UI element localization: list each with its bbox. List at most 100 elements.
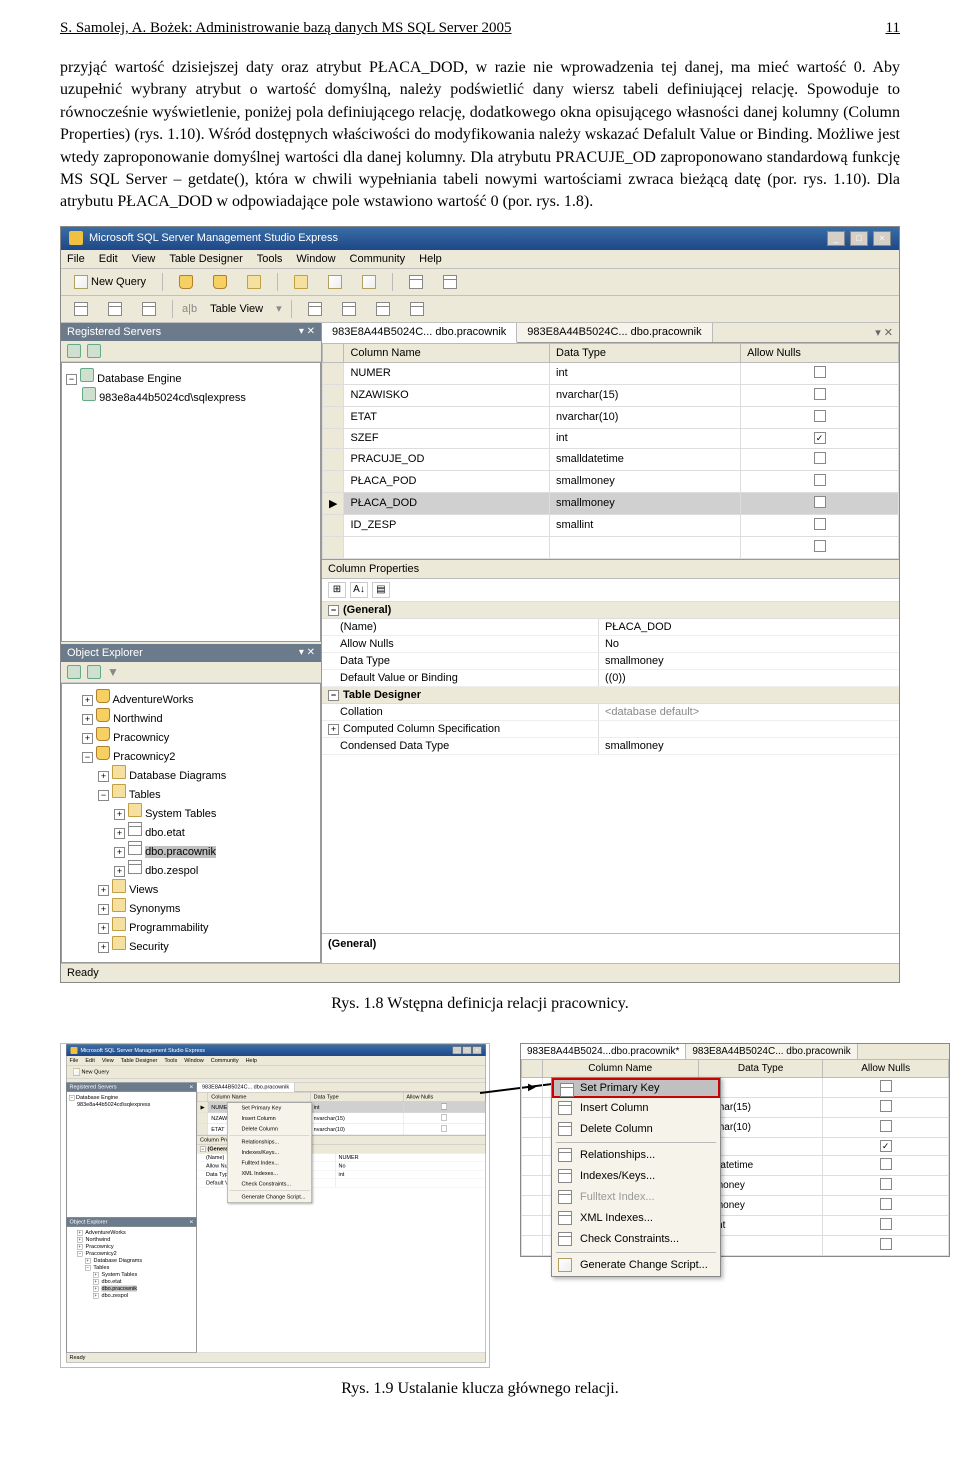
prop-condensed[interactable]: Condensed Data Typesmallmoney [322,738,899,755]
new-query-button[interactable]: New Query [67,272,153,292]
tree-adventureworks[interactable]: + AdventureWorks [66,688,316,707]
tbl-btn-1[interactable] [67,299,95,319]
menu-window[interactable]: Window [296,253,335,265]
grid-row[interactable]: ETATnvarchar(10) [323,406,899,428]
col-header-nulls[interactable]: Allow Nulls [741,343,899,362]
tree-views[interactable]: + Views [66,878,316,897]
table-icon-e [128,822,142,836]
snip-tab-2[interactable]: 983E8A44B5024C... dbo.pracownik [686,1044,857,1059]
props-cat-general[interactable]: −(General) [322,602,899,619]
ctx-set-primary-key[interactable]: Set Primary Key [552,1078,720,1098]
script-icon [558,1258,572,1272]
table-view-button[interactable]: Table View [203,300,270,318]
tb-btn-9[interactable] [436,272,464,292]
panel-close-icon-2[interactable]: ▾ ✕ [299,647,315,658]
menu-table-designer[interactable]: Table Designer [169,253,242,265]
ctx-relationships[interactable]: Relationships... [552,1145,720,1166]
tb-btn-7[interactable] [355,272,383,292]
folder-icon-t [112,784,126,798]
menu-edit[interactable]: Edit [99,253,118,265]
disconnect-icon[interactable] [87,665,101,679]
grid-row-empty[interactable] [323,536,899,558]
idx-icon-2 [558,1169,572,1183]
col-header-name[interactable]: Column Name [344,343,550,362]
ctx-indexes[interactable]: Indexes/Keys... [552,1166,720,1187]
menu-file[interactable]: File [67,253,85,265]
tbl-btn-7[interactable] [369,299,397,319]
prop-collation[interactable]: Collation<database default> [322,704,899,721]
menu-community[interactable]: Community [350,253,406,265]
tree-northwind[interactable]: + Northwind [66,707,316,726]
menu-view[interactable]: View [132,253,156,265]
tree-pracownicy[interactable]: + Pracownicy [66,726,316,745]
maximize-button[interactable]: □ [850,231,868,246]
tree-systables[interactable]: + System Tables [66,802,316,821]
xml-icon [558,1211,572,1225]
window-title: Microsoft SQL Server Management Studio E… [89,232,338,244]
grid-row[interactable]: NZAWISKOnvarchar(15) [323,384,899,406]
prop-allownulls[interactable]: Allow NullsNo [322,636,899,653]
window-controls[interactable]: _ □ × [825,231,891,246]
tree-etat[interactable]: + dbo.etat [66,821,316,840]
grid-row[interactable]: SZEFint✓ [323,428,899,448]
tbl-btn-3[interactable] [135,299,163,319]
menu-help[interactable]: Help [419,253,442,265]
menu-tools[interactable]: Tools [257,253,283,265]
grid-row[interactable]: PRACUJE_ODsmalldatetime [323,448,899,470]
server-type-icon-2[interactable] [87,344,101,358]
props-categorized-button[interactable]: ⊞ [328,582,346,598]
connect-icon[interactable] [67,665,81,679]
tree-zespol[interactable]: + dbo.zespol [66,859,316,878]
tree-tables[interactable]: − Tables [66,783,316,802]
grid-row[interactable]: ID_ZESPsmallint [323,514,899,536]
tab-2[interactable]: 983E8A44B5024C... dbo.pracownik [517,323,712,342]
chk-icon [558,1232,572,1246]
tree-server[interactable]: 983e8a44b5024cd\sqlexpress [66,386,316,405]
filter-icon[interactable]: ▼ [107,665,119,679]
icon-b [342,302,356,316]
panel-close-icon[interactable]: ▾ ✕ [299,326,315,337]
tree-db-engine[interactable]: − Database Engine [66,367,316,386]
tb-btn-3[interactable] [206,272,234,292]
tb-btn-8[interactable] [402,272,430,292]
table-icon-p [128,841,142,855]
tbl-btn-8[interactable] [403,299,431,319]
close-button[interactable]: × [873,231,891,246]
prop-computed[interactable]: +Computed Column Specification [322,721,899,738]
tb-btn-6[interactable] [321,272,349,292]
props-alpha-button[interactable]: A↓ [350,582,368,598]
tab-controls[interactable]: ▾ ✕ [713,323,899,342]
tbl-btn-5[interactable] [301,299,329,319]
tb-btn-5[interactable] [287,272,315,292]
ctx-delete-column[interactable]: Delete Column [552,1119,720,1140]
tab-1[interactable]: 983E8A44B5024C... dbo.pracownik [322,323,517,343]
ctx-check-constraints[interactable]: Check Constraints... [552,1229,720,1250]
tb-btn-2[interactable] [172,272,200,292]
columns-grid[interactable]: Column Name Data Type Allow Nulls NUMERi… [322,343,899,559]
prop-name[interactable]: (Name)PŁACA_DOD [322,619,899,636]
tbl-btn-6[interactable] [335,299,363,319]
tree-pracownicy2[interactable]: − Pracownicy2 [66,745,316,764]
tree-pracownik[interactable]: + dbo.pracownik [66,840,316,859]
prop-datatype[interactable]: Data Typesmallmoney [322,653,899,670]
props-prop-button[interactable]: ▤ [372,582,390,598]
grid-row-selected[interactable]: ▶PŁACA_DODsmallmoney [323,492,899,514]
props-cat-designer[interactable]: −Table Designer [322,687,899,704]
tree-security[interactable]: + Security [66,935,316,954]
tb-btn-4[interactable] [240,272,268,292]
prop-default[interactable]: Default Value or Binding((0)) [322,670,899,687]
col-header-type[interactable]: Data Type [550,343,741,362]
tree-synonyms[interactable]: + Synonyms [66,897,316,916]
ctx-insert-column[interactable]: Insert Column [552,1098,720,1119]
titlebar: Microsoft SQL Server Management Studio E… [61,227,899,250]
grid-row[interactable]: PŁACA_PODsmallmoney [323,470,899,492]
ctx-generate-script[interactable]: Generate Change Script... [552,1255,720,1276]
tbl-btn-2[interactable] [101,299,129,319]
grid-row[interactable]: NUMERint [323,362,899,384]
tree-diagrams[interactable]: + Database Diagrams [66,764,316,783]
ctx-xml-indexes[interactable]: XML Indexes... [552,1208,720,1229]
server-type-icon[interactable] [67,344,81,358]
snip-tab-1[interactable]: 983E8A44B5024...dbo.pracownik* [521,1044,686,1060]
minimize-button[interactable]: _ [827,231,845,246]
tree-programmability[interactable]: + Programmability [66,916,316,935]
